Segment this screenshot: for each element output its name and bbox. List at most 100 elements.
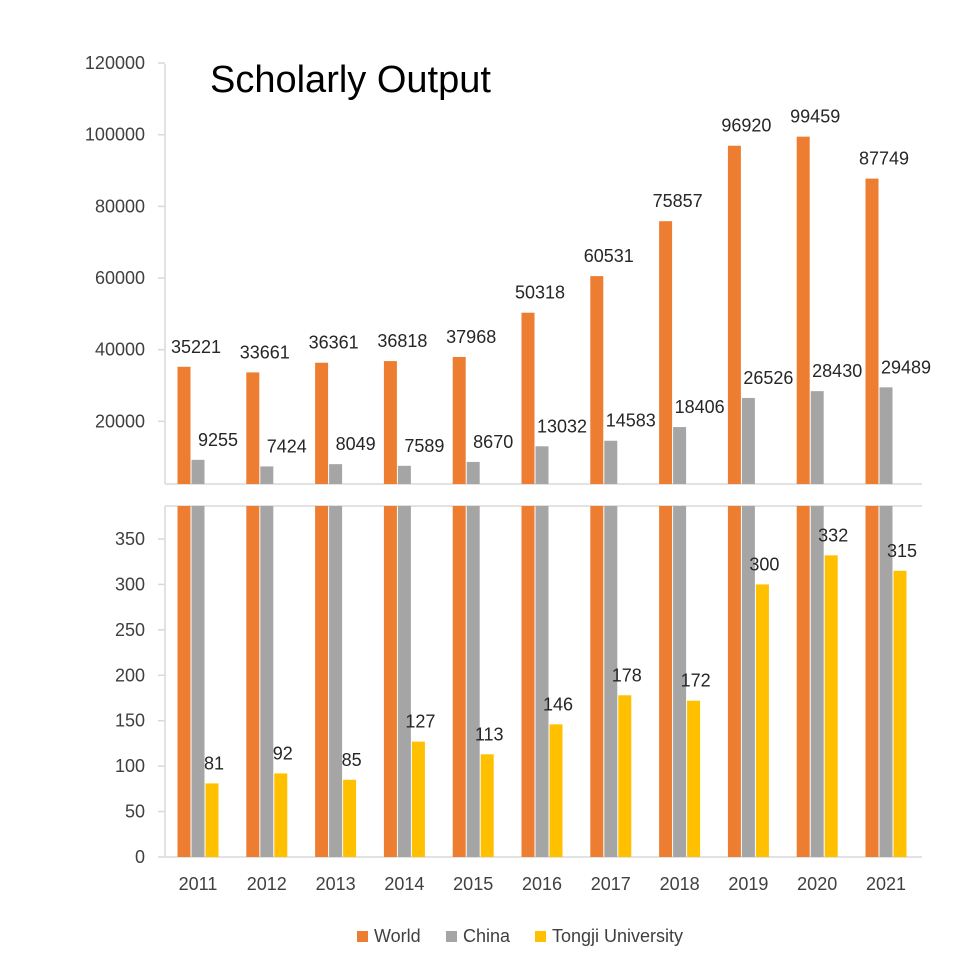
data-label: 13032	[537, 416, 587, 436]
y-tick-label: 150	[115, 711, 145, 731]
bar-tongji-university	[411, 741, 425, 857]
y-tick-label: 40000	[95, 340, 145, 360]
data-label: 85	[342, 750, 362, 770]
y-tick-label: 200	[115, 665, 145, 685]
y-tick-label: 60000	[95, 268, 145, 288]
bar-china	[535, 446, 549, 484]
legend-swatch	[446, 931, 457, 942]
bar-china	[673, 427, 687, 484]
x-tick-label: 2018	[660, 874, 700, 894]
data-label: 7424	[267, 436, 307, 456]
y-tick-label: 350	[115, 529, 145, 549]
x-tick-label: 2014	[384, 874, 424, 894]
bar-world	[796, 136, 810, 484]
data-label: 113	[475, 724, 504, 744]
bar-tongji-university	[205, 783, 219, 857]
bar-world-lower	[452, 506, 466, 857]
bar-china-lower	[191, 506, 205, 857]
data-label: 14583	[606, 411, 656, 431]
bar-china	[810, 391, 824, 484]
x-tick-label: 2012	[247, 874, 287, 894]
bar-china-lower	[879, 506, 893, 857]
y-tick-label: 100	[115, 756, 145, 776]
bar-tongji-university	[480, 754, 494, 857]
data-label: 36818	[377, 331, 427, 351]
data-label: 172	[681, 671, 711, 691]
data-label: 92	[273, 743, 293, 763]
bar-world-lower	[177, 506, 191, 857]
data-label: 33661	[240, 342, 290, 362]
data-label: 87749	[859, 149, 909, 169]
data-label: 75857	[653, 191, 703, 211]
bar-world	[177, 366, 191, 484]
bar-world-lower	[796, 506, 810, 857]
bar-world-lower	[315, 506, 329, 857]
data-label: 178	[612, 665, 642, 685]
bar-world-lower	[590, 506, 604, 857]
data-label: 146	[543, 694, 573, 714]
bar-china-lower	[741, 506, 755, 857]
data-label: 35221	[171, 337, 221, 357]
data-label: 28430	[812, 361, 862, 381]
x-tick-label: 2013	[316, 874, 356, 894]
bar-world-lower	[246, 506, 260, 857]
data-label: 8049	[336, 434, 376, 454]
bar-tongji-university	[824, 555, 838, 857]
legend-swatch	[357, 931, 368, 942]
data-label: 37968	[446, 327, 496, 347]
data-label: 99459	[790, 107, 840, 127]
legend-label: Tongji University	[552, 926, 683, 946]
x-tick-label: 2021	[866, 874, 906, 894]
chart-title: Scholarly Output	[210, 59, 491, 101]
bar-china-lower	[673, 506, 687, 857]
bar-world-lower	[521, 506, 535, 857]
bars	[177, 136, 907, 857]
bar-world	[452, 356, 466, 484]
data-labels: 35221 9255 81 33661 7424 92 36361 8049 85 36818 75…	[171, 107, 931, 774]
data-label: 7589	[404, 436, 444, 456]
legend-label: World	[374, 926, 421, 946]
bar-tongji-university	[618, 695, 632, 857]
bar-world	[727, 145, 741, 484]
data-label: 81	[204, 753, 224, 773]
bar-tongji-university	[549, 724, 563, 857]
x-tick-label: 2011	[179, 874, 218, 894]
x-tick-label: 2019	[728, 874, 768, 894]
bar-china-lower	[329, 506, 343, 857]
y-tick-label: 300	[115, 574, 145, 594]
bar-china-lower	[260, 506, 274, 857]
bar-world	[383, 361, 397, 484]
x-tick-label: 2016	[522, 874, 562, 894]
data-label: 18406	[675, 397, 725, 417]
y-tick-label: 80000	[95, 196, 145, 216]
bar-china	[879, 387, 893, 484]
bar-china	[260, 466, 274, 484]
bar-tongji-university	[687, 700, 701, 857]
bar-world	[246, 372, 260, 484]
y-tick-label: 20000	[95, 411, 145, 431]
legend-swatch	[535, 931, 546, 942]
x-tick-label: 2017	[591, 874, 631, 894]
bar-tongji-university	[893, 570, 907, 857]
bar-china-lower	[466, 506, 480, 857]
y-tick-label: 100000	[85, 125, 145, 145]
bar-china-lower	[397, 506, 411, 857]
x-tick-label: 2015	[453, 874, 493, 894]
bar-world-lower	[659, 506, 673, 857]
x-tick-label: 2020	[797, 874, 837, 894]
data-label: 8670	[473, 432, 513, 452]
bar-world	[865, 178, 879, 484]
bar-tongji-university	[274, 773, 288, 857]
data-label: 315	[887, 541, 917, 561]
bar-china-lower	[810, 506, 824, 857]
y-tick-label: 250	[115, 620, 145, 640]
data-label: 96920	[721, 116, 771, 136]
legend-label: China	[463, 926, 511, 946]
data-label: 60531	[584, 246, 634, 266]
bar-china-lower	[535, 506, 549, 857]
bar-china	[604, 440, 618, 484]
y-tick-label: 120000	[85, 53, 145, 73]
bar-tongji-university	[755, 584, 769, 857]
